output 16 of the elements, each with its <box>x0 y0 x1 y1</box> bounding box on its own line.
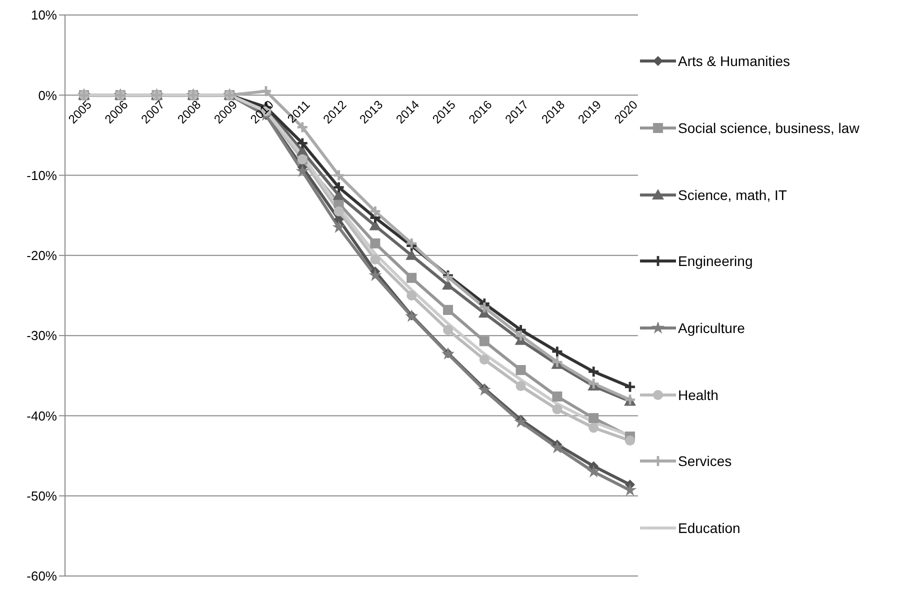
legend-label: Science, math, IT <box>678 186 787 203</box>
y-tick-label: -30% <box>26 328 58 344</box>
y-tick-label: 10% <box>30 8 58 23</box>
legend-label: Engineering <box>678 253 753 270</box>
y-tick-label: -40% <box>26 408 58 424</box>
y-tick-label: 0% <box>38 88 58 103</box>
y-tick-label: -50% <box>26 488 58 504</box>
legend-label: Arts & Humanities <box>678 53 790 70</box>
legend-label: Social science, business, law <box>678 120 860 136</box>
y-tick-label: -20% <box>26 248 58 264</box>
legend-label: Education <box>678 520 740 536</box>
legend-label: Health <box>678 386 718 403</box>
legend-label: Agriculture <box>678 320 745 336</box>
y-tick-label: -60% <box>26 568 58 584</box>
y-tick-label: -10% <box>26 168 58 183</box>
legend-label: Services <box>678 453 732 470</box>
